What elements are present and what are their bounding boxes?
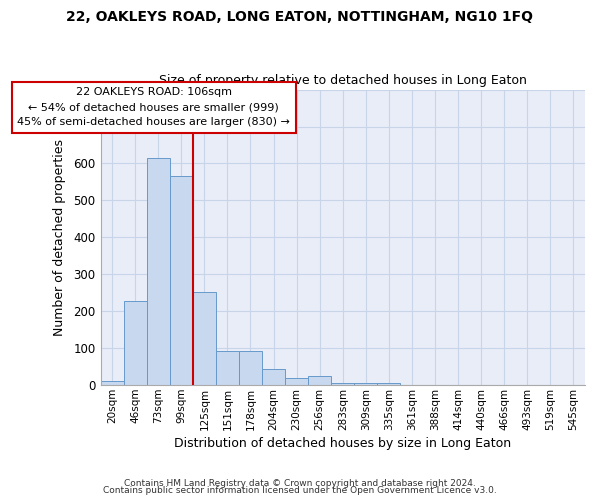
Bar (308, 376, 331, 385)
Y-axis label: Number of detached properties: Number of detached properties (53, 139, 67, 336)
Title: Size of property relative to detached houses in Long Eaton: Size of property relative to detached ho… (159, 74, 527, 87)
Bar (262, 368, 285, 385)
Bar (193, 292, 216, 385)
X-axis label: Distribution of detached houses by size in Long Eaton: Distribution of detached houses by size … (174, 437, 511, 450)
Bar (101, 382, 124, 385)
Text: 22 OAKLEYS ROAD: 106sqm
← 54% of detached houses are smaller (999)
45% of semi-d: 22 OAKLEYS ROAD: 106sqm ← 54% of detache… (17, 88, 290, 127)
Bar (170, 176, 193, 385)
Bar (285, 378, 308, 385)
Bar (377, 384, 400, 385)
Bar (146, 158, 170, 385)
Bar (354, 384, 377, 385)
Bar (239, 351, 262, 385)
Bar (216, 351, 239, 385)
Text: Contains public sector information licensed under the Open Government Licence v3: Contains public sector information licen… (103, 486, 497, 495)
Text: Contains HM Land Registry data © Crown copyright and database right 2024.: Contains HM Land Registry data © Crown c… (124, 478, 476, 488)
Bar (124, 301, 146, 385)
Text: 22, OAKLEYS ROAD, LONG EATON, NOTTINGHAM, NG10 1FQ: 22, OAKLEYS ROAD, LONG EATON, NOTTINGHAM… (67, 10, 533, 24)
Bar (331, 384, 354, 385)
